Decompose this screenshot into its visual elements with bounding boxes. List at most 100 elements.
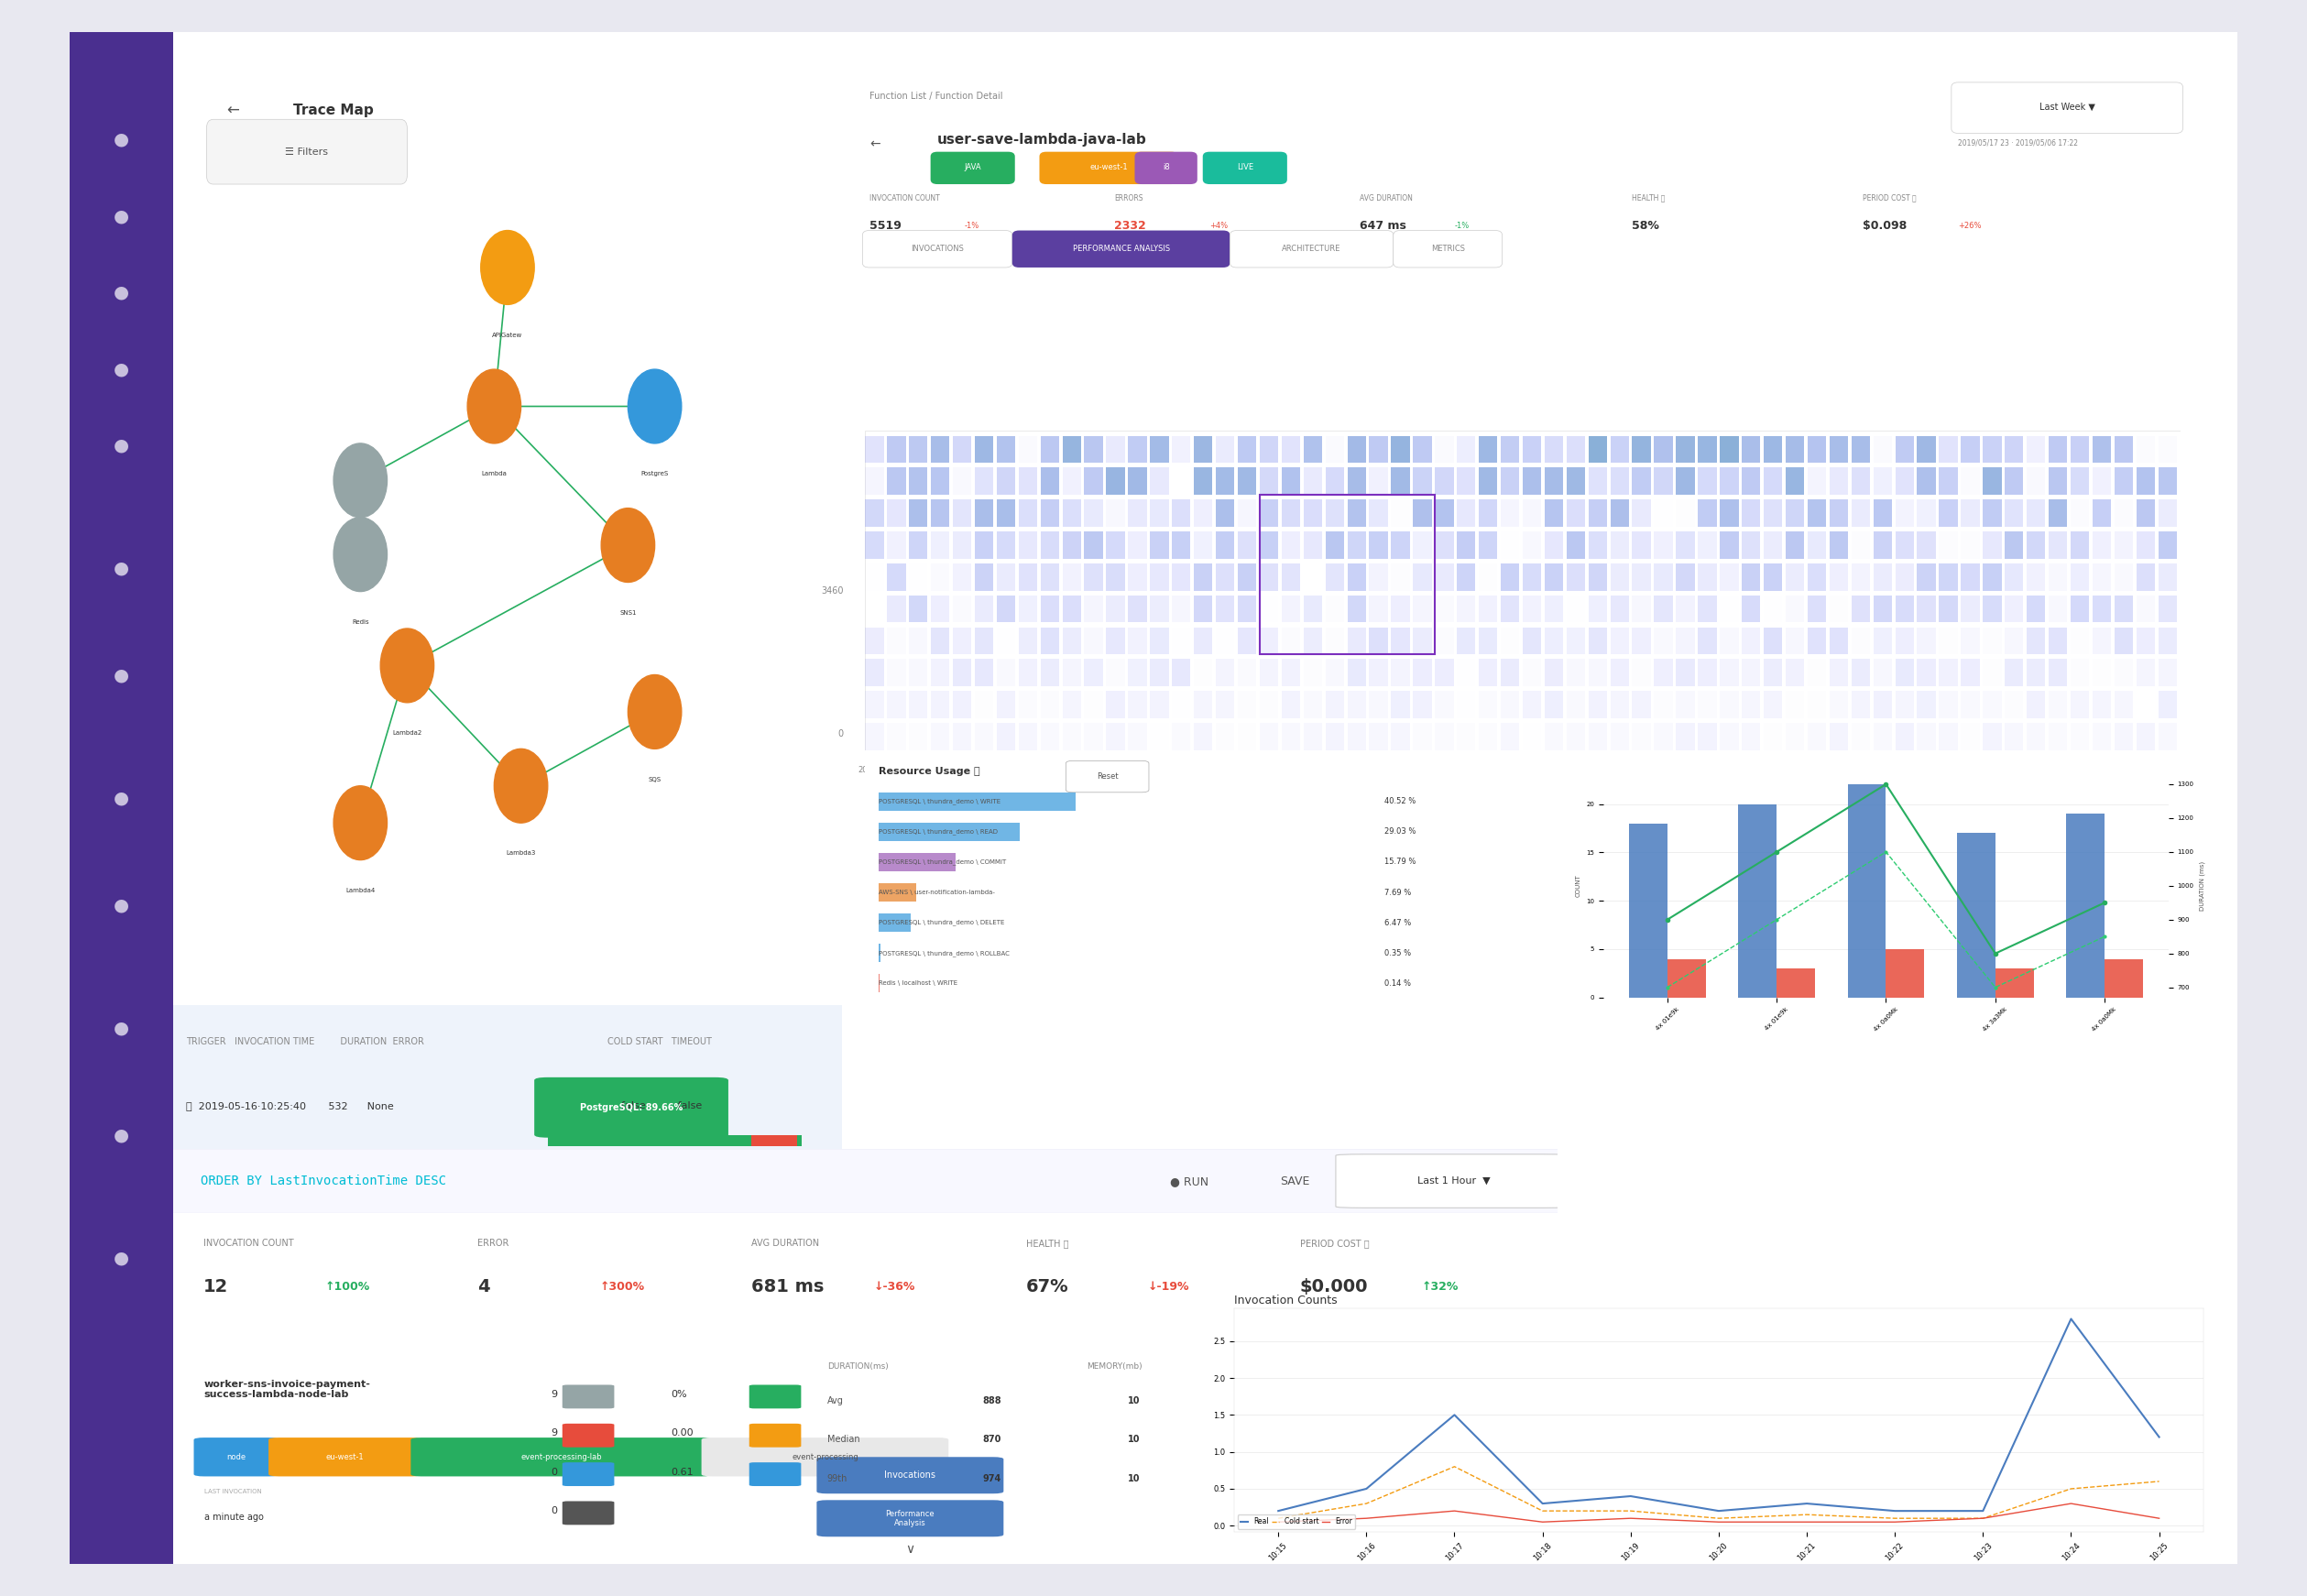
Bar — [1546, 723, 1564, 750]
Bar — [1061, 595, 1082, 622]
Error — [1440, 1502, 1467, 1521]
Bar — [879, 883, 916, 902]
Bar — [2069, 723, 2090, 750]
Bar — [953, 436, 971, 463]
Bar — [1368, 723, 1389, 750]
Bar — [1479, 436, 1497, 463]
Bar — [886, 691, 907, 718]
Bar — [1982, 563, 2002, 591]
Bar — [1742, 563, 1760, 591]
Cold start — [1970, 1508, 1998, 1527]
Text: INVOCATION COUNT: INVOCATION COUNT — [203, 1238, 293, 1248]
Bar — [1324, 691, 1345, 718]
Bar — [930, 595, 950, 622]
Bar — [886, 595, 907, 622]
Bar — [1237, 500, 1257, 527]
Bar — [2092, 531, 2111, 559]
Bar — [1917, 563, 1936, 591]
Bar — [2157, 500, 2178, 527]
Bar — [1786, 500, 1804, 527]
Bar — [974, 691, 994, 718]
Bar — [1347, 691, 1366, 718]
Text: worker-sns-invoice-payment-
success-lambda-node-lab: worker-sns-invoice-payment- success-lamb… — [203, 1379, 371, 1400]
Bar — [1105, 563, 1126, 591]
Bar — [1829, 595, 1848, 622]
Bar — [1172, 691, 1190, 718]
Bar — [1195, 627, 1213, 654]
Bar — [974, 468, 994, 495]
Bar — [1742, 531, 1760, 559]
Bar — [1500, 500, 1520, 527]
Bar — [1850, 531, 1871, 559]
Text: 4: 4 — [478, 1278, 489, 1296]
Text: Lambda: Lambda — [482, 471, 508, 477]
Bar — [1587, 595, 1608, 622]
Text: ● RUN: ● RUN — [1170, 1175, 1209, 1187]
Bar — [1149, 563, 1170, 591]
Bar — [1719, 691, 1739, 718]
Bar — [1523, 723, 1541, 750]
FancyBboxPatch shape — [1578, 757, 2194, 1023]
Bar — [1412, 627, 1433, 654]
Bar — [1806, 627, 1827, 654]
Bar — [1873, 691, 1892, 718]
Bar — [2104, 959, 2143, 998]
Circle shape — [335, 517, 388, 592]
Bar — [2092, 691, 2111, 718]
Real — [1970, 1502, 1998, 1521]
Bar — [1961, 595, 1979, 622]
Bar — [1061, 531, 1082, 559]
Text: PERIOD COST ⓘ: PERIOD COST ⓘ — [1299, 1238, 1368, 1248]
Bar — [2049, 563, 2067, 591]
Error — [1970, 1508, 1998, 1527]
FancyBboxPatch shape — [817, 1457, 1004, 1494]
Bar — [1631, 436, 1652, 463]
Text: HEALTH ⓘ: HEALTH ⓘ — [1027, 1238, 1068, 1248]
Text: 2019/05/17 23 · 2019/05/06 17:22: 2019/05/17 23 · 2019/05/06 17:22 — [1959, 139, 2079, 147]
Text: SQS: SQS — [648, 777, 662, 782]
Bar — [1149, 691, 1170, 718]
Bar — [2005, 723, 2023, 750]
Bar — [1412, 723, 1433, 750]
Bar — [1435, 627, 1453, 654]
Bar — [1719, 723, 1739, 750]
Text: Last Week ▼: Last Week ▼ — [2039, 102, 2095, 112]
Bar — [1917, 531, 1936, 559]
FancyBboxPatch shape — [208, 120, 406, 184]
Bar — [1610, 436, 1629, 463]
FancyBboxPatch shape — [1013, 230, 1230, 268]
Bar — [1806, 691, 1827, 718]
Bar — [2005, 531, 2023, 559]
Bar — [865, 627, 884, 654]
Bar — [997, 500, 1015, 527]
Bar — [1412, 468, 1433, 495]
Bar — [1806, 563, 1827, 591]
Error — [2058, 1494, 2086, 1513]
Bar — [1435, 723, 1453, 750]
Bar — [1128, 531, 1147, 559]
Bar — [1456, 436, 1476, 463]
Text: HEALTH ⓘ: HEALTH ⓘ — [1631, 195, 1666, 203]
Bar — [752, 1135, 796, 1146]
FancyBboxPatch shape — [563, 1424, 614, 1448]
Bar — [1324, 723, 1345, 750]
Bar — [1368, 468, 1389, 495]
Text: Lambda2: Lambda2 — [392, 731, 422, 736]
Bar — [1566, 436, 1585, 463]
Bar — [1894, 659, 1915, 686]
FancyBboxPatch shape — [166, 54, 849, 999]
Bar — [1698, 691, 1716, 718]
Bar — [1017, 500, 1038, 527]
Bar — [1391, 436, 1410, 463]
Bar — [1675, 723, 1696, 750]
Bar — [1776, 969, 1816, 998]
Bar — [1546, 595, 1564, 622]
Bar — [2049, 659, 2067, 686]
Bar — [997, 436, 1015, 463]
Bar — [1806, 723, 1827, 750]
Bar — [953, 627, 971, 654]
Bar — [1391, 468, 1410, 495]
Bar — [2113, 563, 2134, 591]
Bar — [1698, 659, 1716, 686]
Bar — [1435, 659, 1453, 686]
